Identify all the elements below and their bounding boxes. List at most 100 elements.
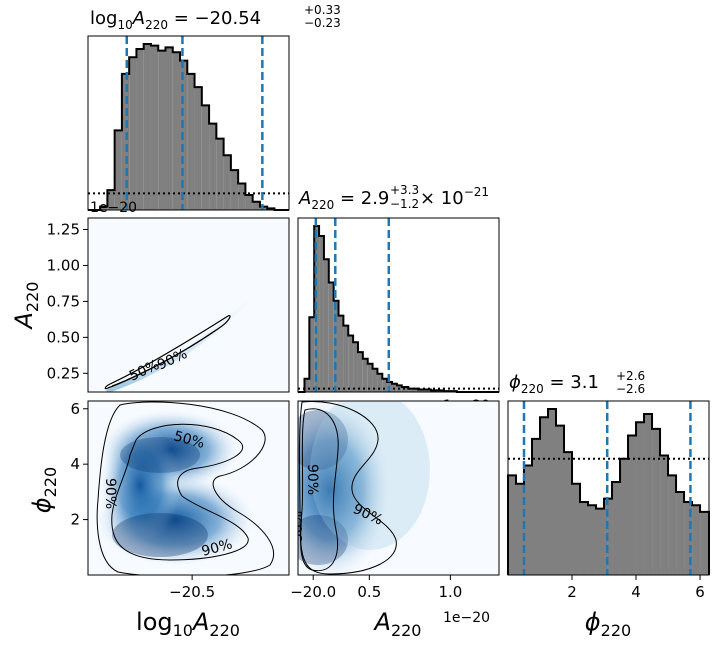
hist-bar — [580, 501, 589, 575]
hist-bar — [252, 201, 260, 210]
hist-bar — [532, 438, 541, 575]
y-tick-label: 4 — [70, 455, 80, 473]
hist-bar — [362, 358, 368, 392]
contour-label-90-bl2: 90% — [200, 536, 234, 560]
hist-bar — [556, 425, 565, 575]
histogram-A220 — [298, 218, 499, 393]
y-tick-label: 6 — [70, 400, 80, 418]
hist-bar — [309, 317, 315, 392]
contour-50 — [111, 329, 217, 387]
hist-bar — [417, 389, 431, 392]
panel-hist-A220: A220 = 2.9 +3.3 −1.2 × 10−21 1e−20 — [297, 183, 500, 414]
title-A220-upper: +3.3 — [390, 183, 419, 197]
hist-bar — [636, 422, 645, 575]
xlabel-phi220: ϕ220 — [585, 608, 631, 640]
offset-label-A220-side: 1e−20 — [90, 200, 137, 216]
hist-bar — [353, 342, 358, 392]
title-A220-times: × 10−21 — [420, 185, 489, 209]
title-A220: A220 = 2.9 — [298, 188, 389, 212]
hist-bar — [620, 458, 629, 575]
x-tick-label: 4 — [631, 583, 641, 601]
hist-bar — [644, 413, 653, 575]
hist-bar — [684, 501, 693, 575]
xlabel-A220: A220 — [373, 608, 422, 640]
y-tick-label: 1.25 — [47, 221, 80, 239]
hist-bar — [100, 206, 108, 210]
hist-bar — [333, 300, 339, 392]
contour-label-90-bl: 90% — [102, 478, 118, 509]
hist-bar — [187, 73, 195, 210]
contour-50 — [300, 408, 339, 572]
contour-50 — [111, 423, 249, 561]
hist-bar — [382, 378, 388, 392]
hist-bar — [508, 475, 517, 575]
hist-bar — [223, 155, 231, 210]
hist-bar — [668, 475, 677, 575]
panel-2d-log10A220-A220: 50% 90% 0.250.500.751.001.25 A220 — [10, 217, 290, 393]
x-tick-label: 0.5 — [357, 583, 381, 601]
hist-bar — [343, 325, 349, 392]
hist-bar — [121, 73, 130, 210]
xticks-phi220: 2 4 6 — [567, 575, 705, 601]
hist-bar — [377, 373, 383, 392]
panel-2d-log10A220-phi220: 50% 90% 90% −20.5 −20.0 2 4 6 log10A220 ϕ22… — [28, 400, 336, 640]
hist-bar — [564, 452, 573, 575]
hist-bar — [143, 44, 151, 210]
title-log10A220-lower: −0.23 — [304, 16, 341, 30]
yticks-A220: 0.25 0.50 0.75 1.00 1.25 — [47, 221, 88, 382]
hist-bar — [572, 483, 581, 575]
hist-bar — [357, 352, 363, 392]
hist-bar — [209, 123, 217, 210]
title-log10A220: log10A220 = −20.54 — [90, 8, 261, 32]
ylabel-phi220: ϕ220 — [28, 467, 60, 513]
hist-bar — [524, 465, 533, 575]
contour-90 — [96, 401, 275, 575]
hist-bar — [129, 57, 137, 210]
xticks-log10A220: −20.5 −20.0 — [169, 575, 336, 601]
hist-bar — [201, 105, 210, 210]
hist-bar — [230, 170, 239, 210]
hist-bar — [323, 259, 329, 392]
y-tick-label: 0.75 — [47, 292, 80, 310]
hist-bar — [548, 409, 557, 575]
hist-bar — [194, 87, 202, 210]
hist-bar — [540, 417, 549, 575]
contour-label-90-bm: 90% — [304, 464, 320, 495]
offset-label-A220-x: 1e−20 — [443, 610, 490, 626]
hist-bar — [676, 492, 685, 575]
xticks-A220: 0.5 1.0 — [357, 575, 462, 601]
hist-bar — [114, 130, 122, 210]
xlabel-log10A220: log10A220 — [136, 608, 240, 640]
hist-bar — [372, 368, 378, 392]
y-tick-label: 0.25 — [47, 364, 80, 382]
hist-bar — [367, 363, 373, 392]
ylabel-A220: A220 — [10, 282, 42, 331]
hist-bar — [338, 315, 344, 392]
x-tick-label: 1.0 — [438, 583, 462, 601]
x-tick-label: −20.5 — [169, 583, 215, 601]
hist-bar — [319, 235, 324, 392]
y-tick-label: 1.00 — [47, 256, 80, 274]
hist-bar — [238, 183, 246, 210]
hist-bar — [245, 195, 253, 210]
contour-label-50-bl: 50% — [172, 428, 206, 452]
x-tick-label: 2 — [567, 583, 577, 601]
y-tick-label: 0.50 — [47, 328, 80, 346]
panel-2d-A220-phi220: 50% 90% 90% 0.5 1.0 A220 1e−20 — [290, 400, 500, 640]
panel-hist-log10A220: log10A220 = −20.54 +0.33 −0.23 1e−20 — [87, 3, 341, 216]
hist-bar — [588, 505, 597, 575]
hist-bar — [596, 508, 605, 575]
hist-bar — [107, 190, 115, 210]
hist-bar — [408, 388, 418, 392]
hist-bar — [660, 455, 669, 575]
yticks-phi220: 2 4 6 — [70, 400, 88, 529]
title-A220-lower: −1.2 — [390, 197, 419, 211]
y-tick-label: 2 — [70, 511, 80, 529]
title-phi220: ϕ220 = 3.1 — [509, 372, 599, 396]
hist-bar — [150, 45, 159, 210]
hist-bar — [172, 52, 181, 210]
hist-bar — [136, 48, 144, 211]
contour-label-50-bm: 50% — [290, 511, 306, 542]
hist-bar — [612, 482, 621, 575]
title-phi220-upper: +2.6 — [616, 369, 645, 383]
